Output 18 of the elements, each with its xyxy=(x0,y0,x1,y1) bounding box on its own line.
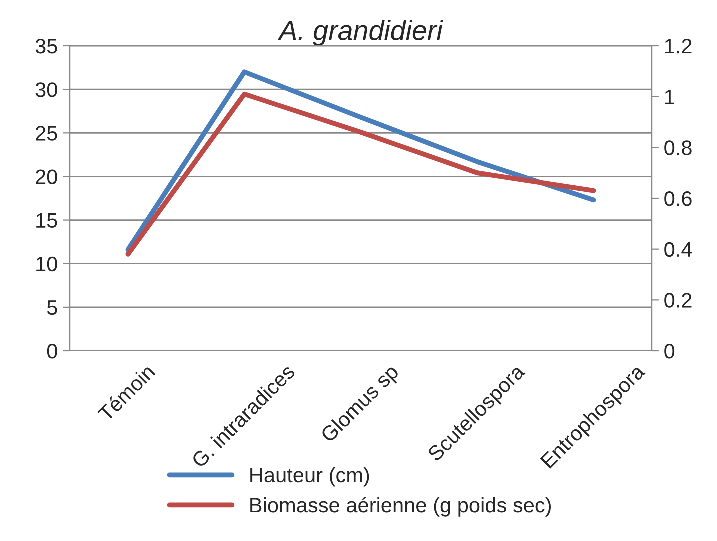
y-tick-label: 25 xyxy=(36,126,58,141)
y-tick-label: 35 xyxy=(36,39,58,54)
y-tick-label: 5 xyxy=(47,300,58,316)
y2-tick-label: 0.2 xyxy=(664,293,692,308)
y-tick-label: 10 xyxy=(36,256,58,272)
y2-tick-label: 0.8 xyxy=(664,140,692,156)
chart-title: A. grandidieri xyxy=(278,20,444,46)
y-tick-label: 0 xyxy=(47,344,58,359)
legend-label: Hauteur (cm) xyxy=(250,467,370,487)
y2-tick-label: 1.2 xyxy=(665,39,692,54)
legend-label: Biomasse aérienne (g poids sec) xyxy=(250,497,551,517)
y2-tick-label: 1 xyxy=(665,90,674,104)
y2-tick-label: 0.4 xyxy=(664,242,692,258)
y-tick-label: 20 xyxy=(36,170,58,184)
y-tick-label: 15 xyxy=(36,214,58,228)
y2-tick-label: 0.6 xyxy=(664,192,692,206)
y-tick-label: 30 xyxy=(36,82,58,98)
y2-tick-label: 0 xyxy=(664,344,675,359)
